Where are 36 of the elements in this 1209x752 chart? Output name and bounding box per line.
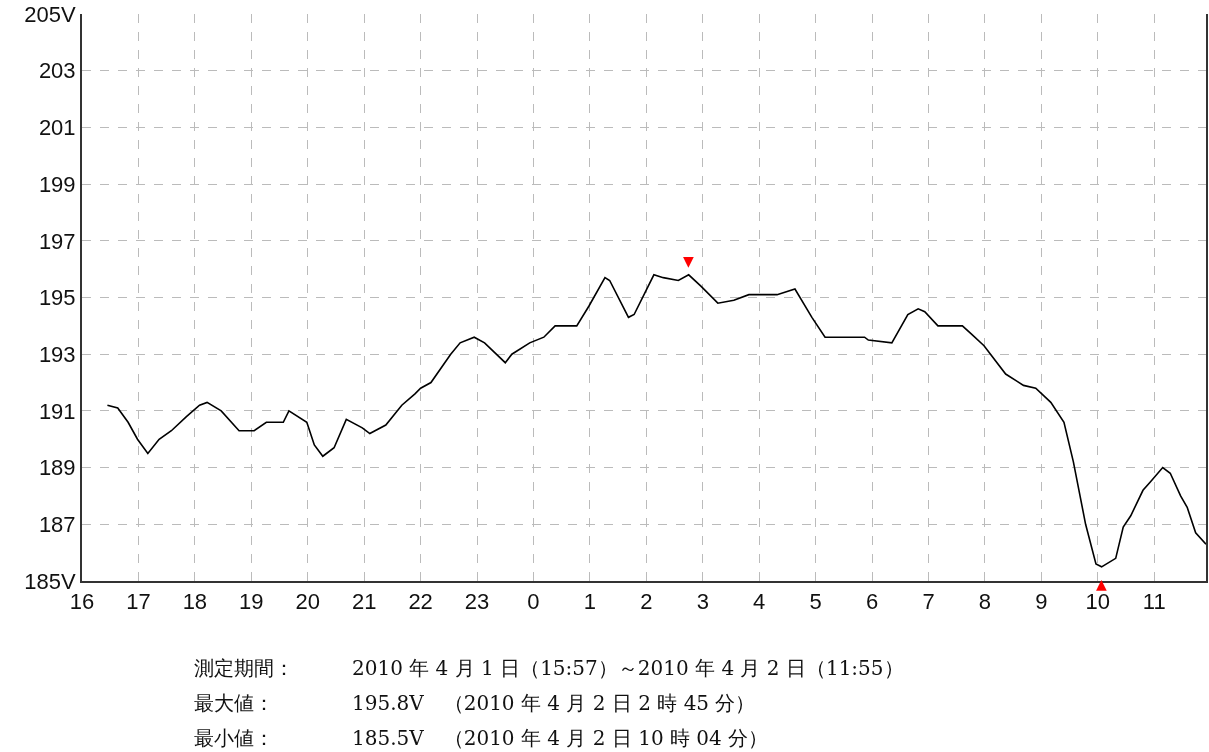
y-tick-label: 197 (38, 228, 76, 254)
x-tick-label: 17 (126, 589, 151, 615)
text: 195.8V （2010 年 4 月 2 日 2 時 45 分） (352, 691, 756, 715)
y-tick-label: 201 (38, 115, 76, 141)
y-tick-label: 189 (38, 455, 76, 481)
x-tick-label: 19 (239, 589, 264, 615)
x-tick-label: 18 (182, 589, 208, 615)
x-tick-label: 8 (978, 589, 992, 615)
x-tick-label: 4 (753, 589, 766, 615)
annotation: ▼ (683, 253, 694, 269)
x-tick-label: 20 (295, 589, 320, 615)
x-tick-label: 9 (1035, 589, 1048, 615)
text: 2010 年 4 月 1 日（15:57）～2010 年 4 月 2 日（11:55） (352, 656, 904, 680)
x-tick-label: 11 (1142, 589, 1166, 615)
x-tick-label: 0 (527, 589, 540, 615)
text: 測定期間： (194, 656, 294, 680)
y-tick-label: 205V (24, 1, 76, 27)
x-tick-label: 2 (640, 589, 653, 615)
y-tick-label: 195 (38, 285, 76, 311)
y-tick-label: 193 (38, 341, 76, 367)
x-tick-label: 5 (809, 589, 822, 615)
y-tick-label: 187 (38, 512, 76, 537)
x-tick-label: 23 (464, 589, 490, 615)
x-tick-label: 21 (351, 589, 377, 615)
text: 最小値： (194, 726, 274, 750)
x-tick-label: 6 (865, 589, 879, 615)
x-tick-label: 1 (583, 589, 597, 615)
x-tick-label: 7 (922, 589, 935, 615)
text: 185.5V （2010 年 4 月 2 日 10 時 04 分） (352, 726, 769, 750)
y-tick-label: 199 (38, 171, 76, 197)
y-tick-label: 191 (38, 398, 76, 424)
text: 最大値： (194, 691, 274, 715)
y-tick-label: 203 (38, 58, 76, 84)
x-tick-label: 22 (408, 589, 433, 615)
x-tick-label: 3 (696, 589, 709, 615)
line-series (106, 274, 1206, 568)
